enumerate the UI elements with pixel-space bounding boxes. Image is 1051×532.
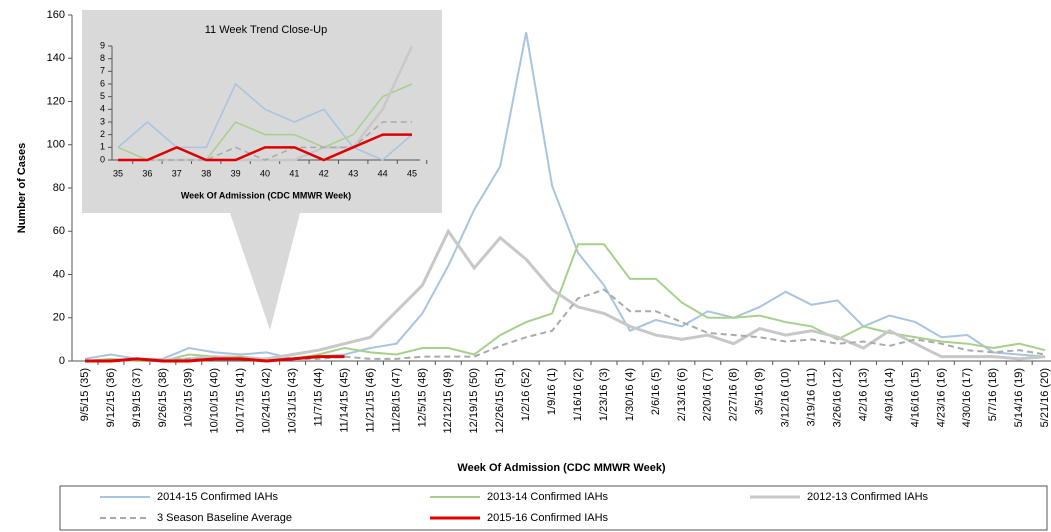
inset-background — [82, 10, 442, 330]
x-tick-label: 3/12/16 (10) — [780, 368, 792, 427]
x-tick-label: 40 — [260, 168, 270, 178]
x-tick-label: 11/28/15 (47) — [390, 368, 402, 433]
x-tick-label: 12/26/15 (51) — [494, 368, 506, 433]
x-tick-label: 38 — [201, 168, 211, 178]
x-tick-label: 37 — [172, 168, 182, 178]
y-tick-label: 1 — [100, 142, 105, 152]
y-tick-label: 8 — [100, 53, 105, 63]
legend-label: 2013-14 Confirmed IAHs — [487, 491, 609, 503]
x-tick-label: 4/9/16 (14) — [883, 368, 895, 421]
y-tick-label: 5 — [100, 91, 105, 101]
x-tick-label: 44 — [378, 168, 388, 178]
x-tick-label: 11/21/15 (46) — [364, 368, 376, 433]
x-tick-label: 45 — [407, 168, 417, 178]
x-tick-label: 10/31/15 (43) — [287, 368, 299, 433]
x-tick-label: 10/3/15 (39) — [183, 368, 195, 427]
x-tick-label: 4/16/16 (15) — [909, 368, 921, 427]
x-tick-label: 5/14/16 (19) — [1013, 368, 1025, 427]
legend-label: 2014-15 Confirmed IAHs — [157, 491, 279, 503]
x-tick-label: 2/13/16 (6) — [676, 368, 688, 421]
series-line — [85, 288, 1046, 363]
x-tick-label: 5/21/16 (20) — [1039, 368, 1051, 427]
x-tick-label: 12/12/15 (49) — [442, 368, 454, 433]
x-tick-label: 10/24/15 (42) — [261, 368, 273, 433]
series-line — [117, 82, 413, 161]
y-axis-label: Number of Cases — [16, 143, 28, 233]
y-tick-label: 2 — [100, 129, 105, 139]
x-tick-label: 3/5/16 (9) — [754, 368, 766, 415]
y-tick-label: 6 — [100, 78, 105, 88]
y-tick-label: 120 — [47, 95, 65, 107]
series-line — [85, 228, 1046, 363]
x-tick-label: 35 — [113, 168, 123, 178]
x-tick-label: 1/2/16 (52) — [520, 368, 532, 421]
x-tick-label: 10/17/15 (41) — [235, 368, 247, 433]
legend-label: 2012-13 Confirmed IAHs — [807, 491, 929, 503]
y-tick-label: 140 — [47, 52, 65, 64]
series-line — [118, 121, 412, 161]
x-tick-label: 36 — [142, 168, 152, 178]
x-tick-label: 9/12/15 (36) — [105, 368, 117, 427]
y-tick-label: 3 — [100, 116, 105, 126]
x-tick-label: 9/19/15 (37) — [131, 368, 143, 427]
x-tick-label: 12/19/15 (50) — [468, 368, 480, 433]
series-line — [84, 32, 1046, 360]
x-tick-label: 1/16/16 (2) — [572, 368, 584, 421]
x-tick-label: 5/7/16 (18) — [987, 368, 999, 421]
x-tick-label: 3/19/16 (11) — [806, 368, 818, 427]
y-tick-label: 60 — [53, 225, 65, 237]
x-tick-label: 2/20/16 (7) — [702, 368, 714, 421]
x-axis-label: Week Of Admission (CDC MMWR Week) — [181, 190, 351, 200]
x-tick-label: 43 — [348, 168, 358, 178]
x-tick-label: 39 — [231, 168, 241, 178]
y-tick-label: 100 — [47, 139, 65, 151]
x-tick-label: 9/5/15 (35) — [79, 368, 91, 421]
y-tick-label: 0 — [59, 355, 65, 367]
x-tick-label: 1/30/16 (4) — [624, 368, 636, 421]
x-tick-label: 11/14/15 (45) — [338, 368, 350, 433]
y-tick-label: 40 — [53, 268, 65, 280]
x-tick-label: 2/27/16 (8) — [728, 368, 740, 421]
x-tick-label: 42 — [319, 168, 329, 178]
legend-box — [59, 485, 1048, 531]
x-tick-label: 9/26/15 (38) — [157, 368, 169, 427]
y-tick-label: 0 — [100, 154, 105, 164]
y-tick-label: 9 — [100, 40, 105, 50]
series-line — [85, 355, 345, 363]
x-tick-label: 3/26/16 (12) — [831, 368, 843, 427]
x-tick-label: 4/23/16 (16) — [935, 368, 947, 427]
y-tick-label: 160 — [47, 9, 65, 21]
y-tick-label: 80 — [53, 182, 65, 194]
legend-label: 2015-16 Confirmed IAHs — [487, 512, 609, 524]
y-tick-label: 4 — [100, 104, 105, 114]
x-tick-label: 4/2/16 (13) — [857, 368, 869, 421]
y-tick-label: 20 — [53, 312, 65, 324]
x-tick-label: 1/23/16 (3) — [598, 368, 610, 421]
series-line — [118, 133, 412, 162]
x-axis-label: Week Of Admission (CDC MMWR Week) — [457, 462, 666, 474]
x-tick-label: 2/6/16 (5) — [650, 368, 662, 415]
y-tick-label: 7 — [100, 66, 105, 76]
x-tick-label: 41 — [289, 168, 299, 178]
legend-label: 3 Season Baseline Average — [157, 512, 292, 524]
x-tick-label: 11/7/15 (44) — [312, 368, 324, 427]
chart-title: 11 Week Trend Close-Up — [205, 24, 327, 36]
x-tick-label: 12/5/15 (48) — [416, 368, 428, 427]
x-tick-label: 10/10/15 (40) — [209, 368, 221, 433]
x-tick-label: 1/9/16 (1) — [546, 368, 558, 415]
x-tick-label: 4/30/16 (17) — [961, 368, 973, 427]
